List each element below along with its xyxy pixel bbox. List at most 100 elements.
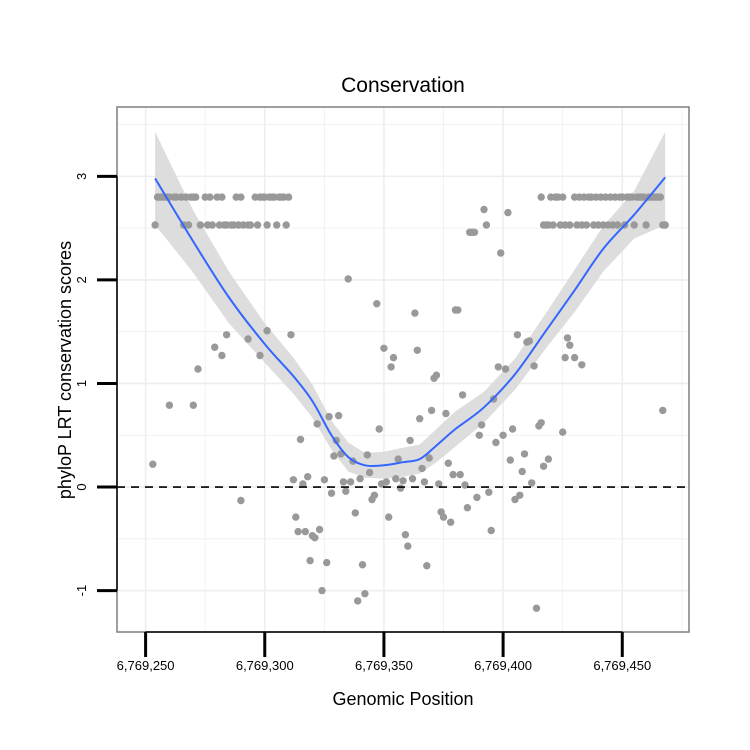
data-point <box>516 491 524 499</box>
data-point <box>530 362 538 370</box>
data-point <box>559 428 567 436</box>
points-layer <box>149 193 669 612</box>
data-point <box>327 489 336 497</box>
data-point <box>420 478 429 486</box>
data-point <box>313 420 321 428</box>
data-point <box>382 478 390 486</box>
data-point <box>506 456 514 464</box>
data-point <box>299 480 307 488</box>
data-point <box>613 221 622 229</box>
x-tick-label: 6,769,400 <box>474 658 532 673</box>
data-point <box>301 527 309 536</box>
data-point <box>375 425 383 433</box>
data-point <box>413 346 421 354</box>
data-point <box>525 337 533 345</box>
data-point <box>282 221 290 229</box>
data-point <box>520 450 529 458</box>
data-point <box>351 509 359 517</box>
x-tick-label: 6,769,300 <box>236 658 294 673</box>
data-point <box>578 361 586 369</box>
data-point <box>206 193 214 201</box>
data-point <box>487 526 495 535</box>
data-point <box>284 193 293 201</box>
data-point <box>325 412 333 421</box>
data-point <box>399 477 407 485</box>
data-point <box>537 193 545 201</box>
data-point <box>499 431 507 439</box>
data-point <box>659 406 667 415</box>
data-point <box>263 327 271 335</box>
data-point <box>365 468 374 477</box>
data-point <box>370 491 379 499</box>
data-point <box>447 518 455 526</box>
data-point <box>423 562 431 570</box>
data-point <box>442 409 450 418</box>
data-point <box>539 462 548 470</box>
data-point <box>518 467 526 476</box>
x-tick-label: 6,769,250 <box>117 658 175 673</box>
data-point <box>480 205 488 214</box>
data-point <box>482 221 491 229</box>
y-tick-label: -1 <box>74 585 89 597</box>
data-point <box>435 480 443 488</box>
data-point <box>237 193 245 201</box>
data-point <box>342 487 350 495</box>
data-point <box>642 221 650 229</box>
data-point <box>394 455 402 463</box>
data-point <box>458 391 467 399</box>
x-axis-title: Genomic Position <box>332 689 473 709</box>
data-point <box>544 455 553 463</box>
data-point <box>323 558 331 567</box>
data-point <box>656 193 665 201</box>
y-axis-title: phyloP LRT conservation scores <box>55 241 75 499</box>
data-point <box>315 525 324 534</box>
data-point <box>513 331 522 339</box>
data-point <box>425 454 433 462</box>
data-point <box>318 586 326 595</box>
data-point <box>361 590 369 598</box>
data-point <box>532 604 541 612</box>
data-point <box>222 331 231 339</box>
data-point <box>194 365 202 373</box>
data-point <box>461 481 469 489</box>
data-point <box>439 513 448 521</box>
data-point <box>149 460 157 468</box>
data-point <box>396 484 405 492</box>
data-point <box>449 470 457 479</box>
data-point <box>211 343 219 351</box>
data-point <box>504 208 512 217</box>
data-point <box>237 496 245 505</box>
data-point <box>358 561 367 569</box>
data-point <box>563 334 572 342</box>
data-point <box>411 309 419 317</box>
data-point <box>494 363 502 371</box>
data-point <box>306 556 314 565</box>
data-point <box>559 193 567 201</box>
data-point <box>354 597 362 605</box>
data-point <box>256 351 264 360</box>
smooth-line <box>154 176 666 468</box>
data-point <box>528 479 536 487</box>
data-point <box>566 221 574 229</box>
data-point <box>432 371 441 379</box>
data-point <box>463 504 472 512</box>
data-point <box>334 411 343 420</box>
smooth-line-layer <box>154 176 666 468</box>
data-point <box>456 470 464 479</box>
data-point <box>392 475 400 483</box>
data-point <box>165 401 174 409</box>
data-point <box>561 353 569 362</box>
data-point <box>192 193 200 201</box>
data-point <box>339 478 348 486</box>
data-point <box>208 221 216 229</box>
data-point <box>292 513 300 521</box>
data-point <box>380 344 388 352</box>
data-point <box>477 421 486 429</box>
data-point <box>473 493 481 502</box>
data-point <box>630 221 638 229</box>
data-point <box>189 401 197 409</box>
data-point <box>330 452 338 460</box>
data-point <box>294 527 302 536</box>
data-point <box>296 435 305 444</box>
